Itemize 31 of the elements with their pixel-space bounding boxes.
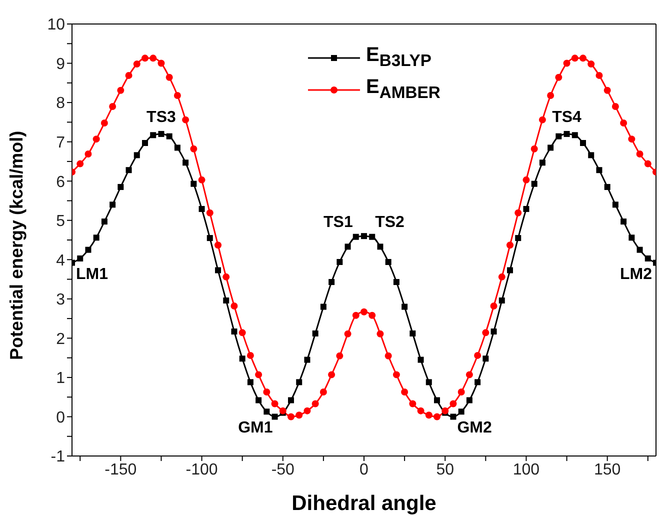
y-tick-label: 8 [56,95,66,112]
y-axis-title: Potential energy (kcal/mol) [6,130,26,360]
y-tick-label: 9 [56,56,66,73]
y-tick-label: 3 [56,292,66,309]
annotation: TS2 [375,214,405,231]
y-tick-label: 1 [56,370,66,388]
y-tick-label: 7 [56,134,66,152]
x-tick-label: -150 [104,461,137,478]
x-tick-label: -100 [186,461,218,478]
y-tick-label: 4 [56,252,66,270]
y-tick-label: 0 [56,409,66,426]
annotation: LM2 [620,266,652,283]
annotation: TS3 [146,108,176,126]
legend-label: E$_{AMBER}$ [366,75,440,104]
x-tick-label: 0 [360,461,369,478]
x-tick-label: 150 [594,461,621,478]
y-tick-label: 6 [56,174,66,191]
annotation: TS4 [552,108,582,126]
x-tick-label: 100 [512,461,540,478]
x-axis-title: Dihedral angle [292,492,436,515]
y-tick-label: 5 [56,213,66,230]
legend-label: E$_{B3LYP}$ [366,43,432,72]
annotation: TS1 [324,214,353,231]
annotation: GM1 [238,420,273,437]
y-tick-label: -1 [50,448,66,466]
annotation: GM2 [457,420,492,437]
x-tick-label: 50 [436,461,454,478]
annotation: LM1 [76,266,108,283]
x-tick-label: -50 [271,461,295,478]
y-tick-label: 10 [47,16,66,34]
y-tick-label: 2 [56,330,66,348]
